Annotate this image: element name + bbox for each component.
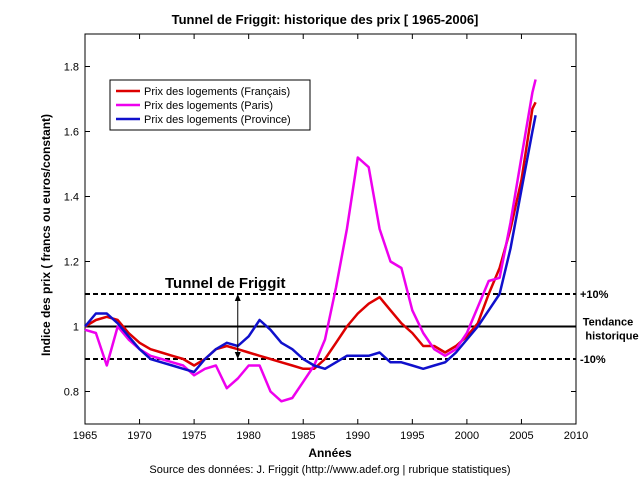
x-tick-label: 2000 (455, 430, 479, 442)
x-tick-label: 1990 (346, 430, 370, 442)
arrow-head-down (234, 352, 241, 359)
legend-label: Prix des logements (Province) (144, 114, 291, 126)
legend-label: Prix des logements (Paris) (144, 100, 273, 112)
reference-line-label: Tendance (583, 317, 634, 329)
reference-line-label: -10% (580, 354, 606, 366)
x-axis-label: Années (308, 446, 352, 460)
y-tick-label: 1.2 (64, 257, 79, 269)
y-axis-label: Indice des prix ( francs ou euros/consta… (39, 114, 53, 356)
legend: Prix des logements (Français) Prix des lo… (109, 79, 311, 131)
y-tick-label: 1 (73, 322, 79, 334)
x-tick-label: 1970 (127, 430, 151, 442)
data-source: Source des données: J. Friggit (http://w… (149, 464, 510, 476)
legend-label: Prix des logements (Français) (144, 86, 290, 98)
arrow-head-up (234, 294, 241, 301)
reference-line-label: +10% (580, 289, 609, 301)
y-tick-label: 0.8 (64, 387, 79, 399)
series-line (84, 101, 537, 371)
y-tick-label: 1.6 (64, 127, 79, 139)
chart-title: Tunnel de Friggit: historique des prix [… (172, 12, 479, 27)
y-tick-label: 1.4 (64, 192, 79, 204)
plot-frame (84, 33, 577, 425)
x-tick-label: 1975 (182, 430, 206, 442)
y-tick-label: 1.8 (64, 62, 79, 74)
x-tick-label: 1965 (73, 430, 97, 442)
series-line (84, 115, 537, 374)
series-lines (84, 79, 537, 403)
x-tick-label: 2005 (509, 430, 533, 442)
reference-lines: +10% Tendance historique -10% (85, 289, 639, 366)
x-tick-label: 1985 (291, 430, 315, 442)
tunnel-label: Tunnel de Friggit (165, 275, 286, 292)
axes: 1965 1970 1975 1980 1985 1990 1995 2000 2005 2010… (64, 33, 588, 442)
x-tick-label: 2010 (564, 430, 588, 442)
x-tick-label: 1980 (236, 430, 260, 442)
reference-line-label: historique (585, 331, 638, 343)
legend-box (109, 79, 311, 131)
x-tick-label: 1995 (400, 430, 424, 442)
annotations: Tunnel de Friggit (165, 275, 286, 359)
